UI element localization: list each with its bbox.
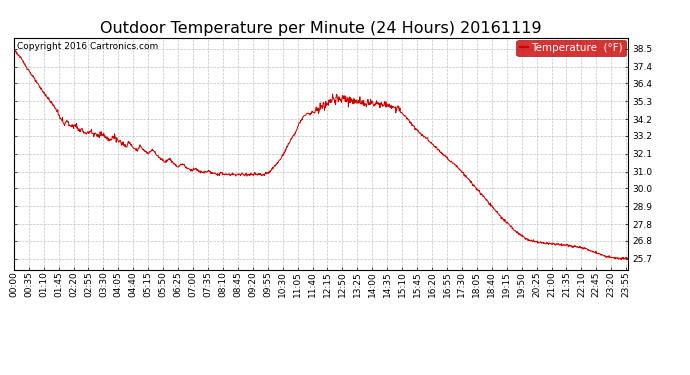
Text: Copyright 2016 Cartronics.com: Copyright 2016 Cartronics.com [17, 42, 158, 51]
Legend: Temperature  (°F): Temperature (°F) [517, 40, 626, 56]
Title: Outdoor Temperature per Minute (24 Hours) 20161119: Outdoor Temperature per Minute (24 Hours… [100, 21, 542, 36]
